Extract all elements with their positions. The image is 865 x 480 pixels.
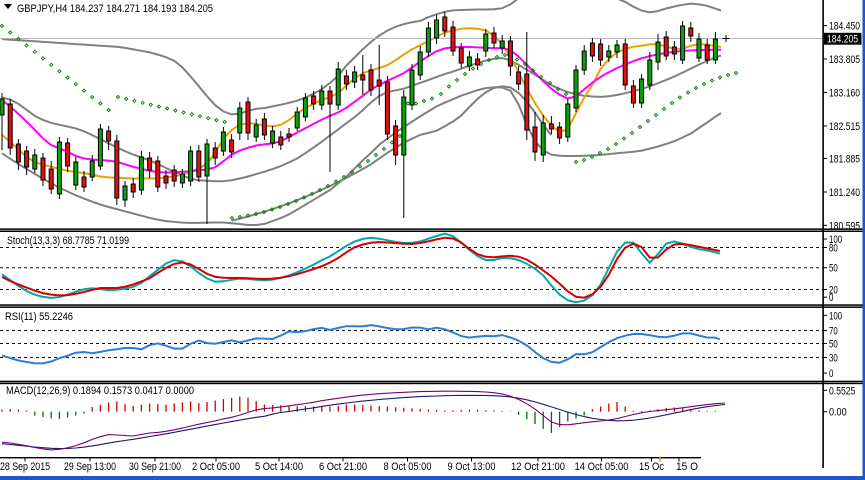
svg-text:30 Sep 21:00: 30 Sep 21:00 [129,461,181,473]
svg-text:30: 30 [829,353,838,365]
svg-text:184.450: 184.450 [829,21,860,33]
svg-text:183.160: 183.160 [829,88,860,100]
svg-text:GBPJPY,H4 184.237 184.271 184: GBPJPY,H4 184.237 184.271 184.193 184.20… [17,3,213,15]
svg-text:6 Oct 21:00: 6 Oct 21:00 [319,461,367,473]
svg-text:50: 50 [829,263,838,275]
svg-text:0.5525: 0.5525 [829,385,855,397]
svg-text:14 Oct 05:00: 14 Oct 05:00 [575,461,629,473]
svg-text:0: 0 [829,368,833,380]
svg-text:50: 50 [829,339,838,351]
svg-text:15 O: 15 O [676,461,698,473]
svg-text:9 Oct 13:00: 9 Oct 13:00 [448,461,496,473]
svg-text:2 Oct 05:00: 2 Oct 05:00 [192,461,240,473]
svg-text:5 Oct 14:00: 5 Oct 14:00 [255,461,303,473]
svg-text:Stoch(13,3,3) 68.7785 71.0199: Stoch(13,3,3) 68.7785 71.0199 [7,235,129,247]
svg-text:180.595: 180.595 [829,220,860,232]
svg-text:20: 20 [829,285,838,297]
svg-text:28 Sep 2015: 28 Sep 2015 [0,461,50,473]
svg-text:70: 70 [829,326,838,338]
svg-text:80: 80 [829,243,838,255]
svg-text:100: 100 [829,310,842,322]
svg-text:0: 0 [829,292,833,304]
svg-text:181.885: 181.885 [829,154,860,166]
svg-text:0.00: 0.00 [829,407,847,419]
svg-text:183.805: 183.805 [829,54,860,66]
svg-text:MACD(12,26,9) 0.1894 0.1573 0.: MACD(12,26,9) 0.1894 0.1573 0.0417 0.000… [6,385,194,397]
svg-text:29 Sep 13:00: 29 Sep 13:00 [64,461,116,473]
svg-text:RSI(11) 55.2246: RSI(11) 55.2246 [5,311,73,323]
svg-text:182.515: 182.515 [829,121,860,133]
svg-text:181.240: 181.240 [829,187,860,199]
svg-text:12 Oct 21:00: 12 Oct 21:00 [511,461,565,473]
svg-text:100: 100 [829,234,842,246]
svg-text:184.205: 184.205 [827,34,858,46]
svg-text:15 Oc: 15 Oc [639,461,664,473]
svg-text:8 Oct 05:00: 8 Oct 05:00 [384,461,432,473]
